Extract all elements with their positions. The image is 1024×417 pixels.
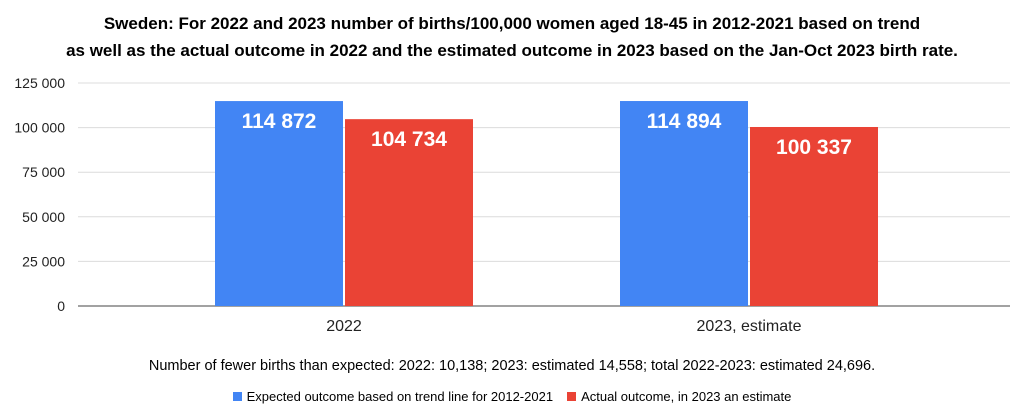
y-tick-label: 0 [57,298,65,314]
bar-value-label: 114 894 [647,110,722,133]
bar [620,101,748,306]
chart-title: Sweden: For 2022 and 2023 number of birt… [0,10,1024,64]
y-tick-label: 75 000 [22,164,65,180]
chart-title-line-2: as well as the actual outcome in 2022 an… [66,41,958,60]
y-tick-label: 100 000 [14,120,65,136]
y-tick-label: 25 000 [22,253,65,269]
legend-swatch-actual [567,392,577,401]
legend: Expected outcome based on trend line for… [0,389,1024,404]
y-tick-label: 50 000 [22,209,65,225]
chart-title-line-1: Sweden: For 2022 and 2023 number of birt… [103,14,921,33]
bar [215,101,343,306]
x-tick-label: 2023, estimate [697,318,802,335]
legend-item-actual: Actual outcome, in 2023 an estimate [567,389,791,404]
chart-annotation: Number of fewer births than expected: 20… [148,358,876,374]
bar-value-label: 114 872 [242,110,317,133]
legend-label-actual: Actual outcome, in 2023 an estimate [581,389,792,404]
bar [750,126,878,306]
y-tick-label: 125 000 [14,75,65,91]
bar-value-label: 104 734 [371,128,447,151]
legend-swatch-expected [232,392,242,401]
bar [345,119,473,306]
x-tick-label: 2022 [326,318,362,335]
bar-value-label: 100 337 [776,136,852,159]
legend-item-expected: Expected outcome based on trend line for… [232,389,554,404]
legend-label-expected: Expected outcome based on trend line for… [246,389,554,404]
